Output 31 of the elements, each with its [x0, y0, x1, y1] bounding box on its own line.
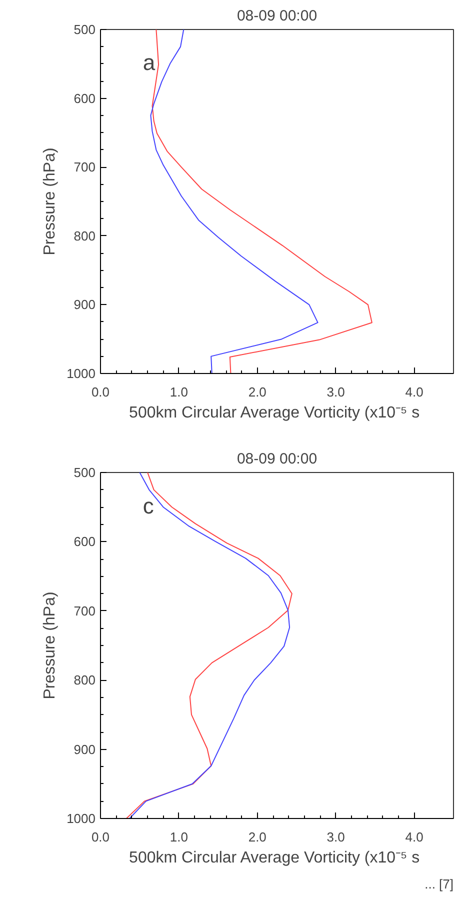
- y-tick-label: 500: [74, 465, 96, 480]
- text: ... [7]: [424, 876, 454, 892]
- y-tick-label: 1000: [66, 366, 96, 381]
- y-tick-label: 500: [74, 22, 96, 37]
- annotation: c: [142, 493, 154, 518]
- y-tick-label: 900: [74, 297, 96, 312]
- x-tick-label: 2.0: [248, 384, 266, 400]
- y-axis-title: Pressure (hPa): [42, 148, 59, 256]
- x-axis-title: 500km Circular Average Vorticity (x10⁻⁵ s: [129, 850, 420, 866]
- y-tick-label: 800: [74, 672, 96, 688]
- x-tick-label: 0.0: [91, 830, 110, 844]
- y-axis-title: Pressure (hPa): [42, 592, 59, 700]
- chart-title: 08-09 00:00: [236, 450, 318, 468]
- y-tick-label: 800: [74, 228, 96, 244]
- y-tick-label: 700: [74, 603, 96, 618]
- chart-title: 08-09 00:00: [236, 8, 318, 24]
- y-tick-label: 600: [74, 90, 96, 106]
- x-tick-label: 4.0: [405, 830, 424, 844]
- x-tick-label: 3.0: [326, 830, 345, 844]
- y-tick-label: 600: [74, 534, 96, 550]
- x-tick-label: 1.0: [170, 830, 188, 844]
- annotation: a: [142, 50, 156, 76]
- y-tick-label: 700: [74, 160, 96, 175]
- x-tick-label: 2.0: [248, 830, 266, 844]
- x-tick-label: 3.0: [326, 384, 345, 400]
- x-tick-label: 4.0: [405, 384, 424, 400]
- x-axis-title: 500km Circular Average Vorticity (x10⁻⁵ s: [129, 404, 420, 422]
- y-tick-label: 900: [74, 742, 96, 757]
- x-tick-label: 0.0: [91, 384, 110, 400]
- x-tick-label: 1.0: [170, 384, 188, 400]
- y-tick-label: 1000: [66, 811, 96, 826]
